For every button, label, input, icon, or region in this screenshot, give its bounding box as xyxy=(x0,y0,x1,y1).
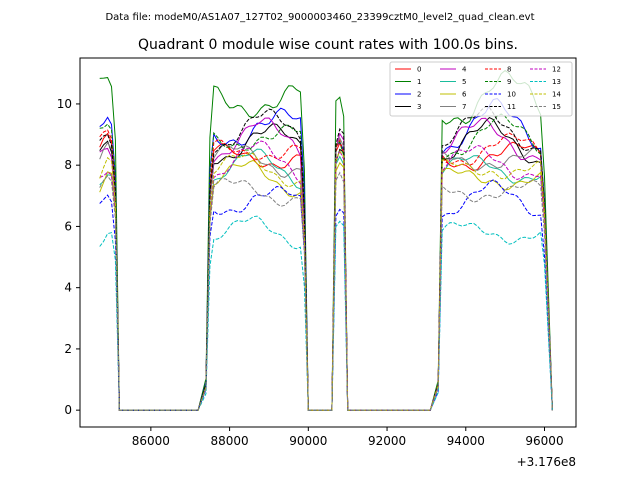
series-line-10 xyxy=(99,179,553,411)
x-tick-label: 92000 xyxy=(368,434,406,448)
legend-label-5: 5 xyxy=(462,78,466,86)
series-line-15 xyxy=(99,171,553,411)
series-line-8 xyxy=(99,129,553,411)
series-line-7 xyxy=(99,136,553,411)
x-tick-label: 96000 xyxy=(525,434,563,448)
series-line-1 xyxy=(99,69,553,411)
legend-label-4: 4 xyxy=(462,66,467,74)
x-axis-offset-label: +3.176e8 xyxy=(517,455,576,469)
series-line-3 xyxy=(99,116,553,411)
legend-label-10: 10 xyxy=(507,91,516,99)
y-axis: 0 2 4 6 8 10 xyxy=(57,97,80,417)
series-line-13 xyxy=(99,215,553,411)
y-tick-label: 10 xyxy=(57,97,72,111)
legend-label-14: 14 xyxy=(552,91,561,99)
legend-label-13: 13 xyxy=(552,78,561,86)
legend-label-15: 15 xyxy=(552,103,561,111)
y-tick-label: 8 xyxy=(64,158,72,172)
series-line-6 xyxy=(99,159,553,411)
y-tick-label: 6 xyxy=(64,219,72,233)
series-line-9 xyxy=(99,113,553,411)
legend-label-0: 0 xyxy=(417,66,421,74)
x-tick-label: 86000 xyxy=(132,434,170,448)
x-tick-label: 94000 xyxy=(447,434,485,448)
series-line-11 xyxy=(99,106,553,411)
series-line-14 xyxy=(99,150,553,411)
legend-label-1: 1 xyxy=(417,78,421,86)
legend-box xyxy=(389,61,573,117)
legend-label-2: 2 xyxy=(417,91,421,99)
legend-label-3: 3 xyxy=(417,103,421,111)
data-file-label: Data file: modeM0/AS1A07_127T02_90000034… xyxy=(105,12,534,23)
legend-label-6: 6 xyxy=(462,91,467,99)
legend-label-12: 12 xyxy=(552,66,561,74)
y-tick-label: 0 xyxy=(64,403,72,417)
legend-label-9: 9 xyxy=(507,78,511,86)
x-tick-label: 88000 xyxy=(210,434,248,448)
legend-label-7: 7 xyxy=(462,103,466,111)
series-line-0 xyxy=(99,132,553,411)
series-line-2 xyxy=(99,97,553,411)
legend-label-11: 11 xyxy=(507,103,516,111)
axes-frame xyxy=(79,57,577,428)
y-tick-label: 2 xyxy=(64,342,72,356)
y-tick-label: 4 xyxy=(64,281,72,295)
x-axis: 86000 88000 90000 92000 94000 96000 xyxy=(132,427,564,448)
chart-title: Quadrant 0 module wise count rates with … xyxy=(138,37,518,53)
series-line-12 xyxy=(99,140,553,411)
plot-area xyxy=(99,69,553,411)
legend-label-8: 8 xyxy=(507,66,511,74)
x-tick-label: 90000 xyxy=(289,434,327,448)
